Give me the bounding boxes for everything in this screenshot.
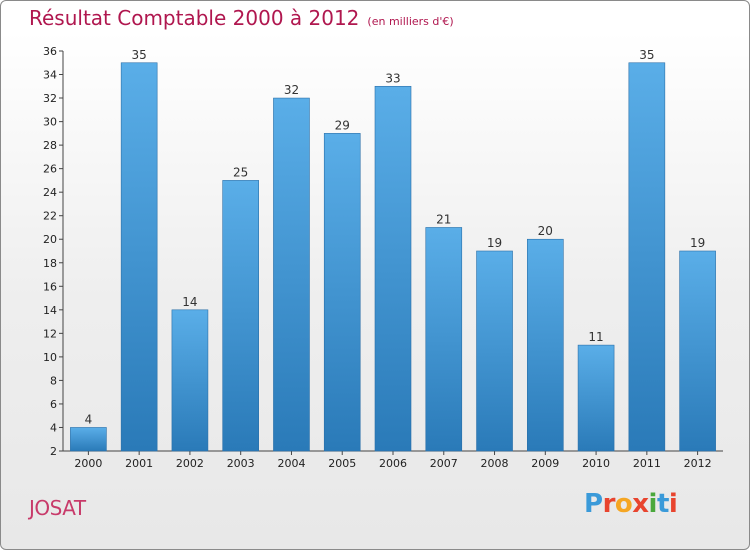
chart-title-text: Résultat Comptable 2000 à 2012 [29, 6, 360, 30]
value-label-2004: 32 [284, 83, 299, 97]
bar-2011 [628, 62, 666, 452]
y-tick-label: 22 [43, 210, 57, 223]
logo-letter: o [614, 489, 633, 519]
bar-2000 [70, 427, 107, 452]
x-tick-label-2010: 2010 [582, 457, 610, 470]
value-label-2012: 19 [690, 236, 705, 250]
logo-letter: r [602, 489, 616, 519]
chart-subtitle: (en milliers d'€) [367, 15, 454, 28]
y-tick-label: 16 [43, 280, 57, 293]
bar-2012 [679, 250, 716, 452]
y-tick-label: 24 [43, 186, 57, 199]
logo-letter: i [668, 489, 678, 519]
y-tick-label: 18 [43, 257, 57, 270]
y-tick-label: 8 [50, 374, 57, 387]
y-tick-label: 36 [43, 45, 57, 58]
y-tick-label: 28 [43, 139, 57, 152]
y-tick-label: 10 [43, 351, 57, 364]
bar-2007 [425, 227, 463, 452]
logo-letter: t [656, 489, 669, 519]
chart-value-labels: 4 35 14 25 32 29 33 21 19 20 11 35 19 [85, 48, 706, 427]
y-tick-label: 4 [50, 421, 57, 434]
chart-title: Résultat Comptable 2000 à 2012 (en millie… [29, 6, 454, 30]
chart-x-tick-labels: 2000 2001 2002 2003 2004 2005 2006 2007 2008 2009… [74, 457, 711, 470]
value-label-2003: 25 [233, 165, 248, 179]
bar-2010 [577, 344, 615, 452]
value-label-2010: 11 [588, 330, 603, 344]
y-tick-label: 32 [43, 92, 57, 105]
y-tick-label: 26 [43, 163, 57, 176]
y-tick-label: 34 [43, 69, 57, 82]
bar-2006 [374, 85, 412, 452]
chart-bars [70, 62, 716, 452]
bar-2005 [323, 133, 361, 452]
value-label-2005: 29 [335, 118, 350, 132]
x-tick-label-2004: 2004 [277, 457, 305, 470]
value-label-2011: 35 [639, 48, 654, 62]
x-tick-label-2007: 2007 [430, 457, 458, 470]
x-tick-label-2008: 2008 [481, 457, 509, 470]
bar-2004 [273, 97, 310, 452]
x-tick-label-2003: 2003 [227, 457, 255, 470]
value-label-2008: 19 [487, 236, 502, 250]
value-label-2001: 35 [132, 48, 147, 62]
x-tick-label-2002: 2002 [176, 457, 204, 470]
bar-2008 [476, 250, 513, 452]
proxiti-logo[interactable]: Proxiti [584, 489, 678, 519]
value-label-2000: 4 [85, 412, 93, 426]
bar-2003 [222, 180, 259, 452]
x-tick-label-2006: 2006 [379, 457, 407, 470]
y-tick-label: 2 [50, 445, 57, 458]
logo-letter: P [584, 489, 603, 519]
x-tick-label-2011: 2011 [633, 457, 661, 470]
bar-2009 [527, 238, 564, 452]
value-label-2002: 14 [182, 295, 197, 309]
bar-2002 [171, 309, 209, 452]
y-tick-label: 12 [43, 327, 57, 340]
value-label-2007: 21 [436, 212, 451, 226]
x-tick-label-2005: 2005 [328, 457, 356, 470]
y-tick-label: 6 [50, 398, 57, 411]
location-label: JOSAT [29, 496, 86, 520]
bar-2001 [120, 62, 158, 452]
x-tick-label-2001: 2001 [125, 457, 153, 470]
x-tick-label-2009: 2009 [531, 457, 559, 470]
logo-letter: i [648, 489, 658, 519]
logo-letter: x [632, 489, 649, 519]
y-tick-label: 14 [43, 304, 57, 317]
x-tick-label-2000: 2000 [74, 457, 102, 470]
x-tick-label-2012: 2012 [684, 457, 712, 470]
value-label-2006: 33 [385, 71, 400, 85]
value-label-2009: 20 [538, 224, 553, 238]
y-tick-label: 20 [43, 233, 57, 246]
y-tick-label: 30 [43, 116, 57, 129]
